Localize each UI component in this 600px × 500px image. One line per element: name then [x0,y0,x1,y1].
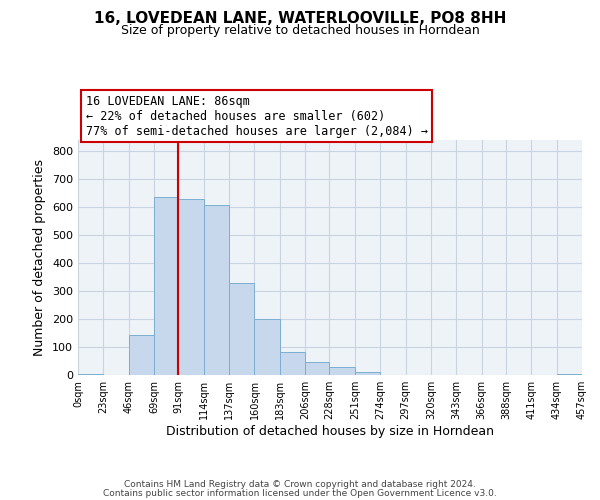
Text: 16 LOVEDEAN LANE: 86sqm
← 22% of detached houses are smaller (602)
77% of semi-d: 16 LOVEDEAN LANE: 86sqm ← 22% of detache… [86,94,428,138]
Bar [355,372,380,375]
Bar [178,198,204,375]
Y-axis label: Number of detached properties: Number of detached properties [34,159,46,356]
Bar [204,205,229,375]
Bar [78,374,103,375]
Text: 16, LOVEDEAN LANE, WATERLOOVILLE, PO8 8HH: 16, LOVEDEAN LANE, WATERLOOVILLE, PO8 8H… [94,11,506,26]
Bar [329,368,355,375]
Bar [280,352,305,375]
Text: Contains public sector information licensed under the Open Government Licence v3: Contains public sector information licen… [103,488,497,498]
Text: Size of property relative to detached houses in Horndean: Size of property relative to detached ho… [121,24,479,37]
Bar [129,335,154,375]
Bar [254,319,280,375]
Bar [305,362,329,375]
Text: Contains HM Land Registry data © Crown copyright and database right 2024.: Contains HM Land Registry data © Crown c… [124,480,476,489]
X-axis label: Distribution of detached houses by size in Horndean: Distribution of detached houses by size … [166,425,494,438]
Bar [229,282,254,375]
Bar [154,198,178,375]
Bar [557,374,582,375]
